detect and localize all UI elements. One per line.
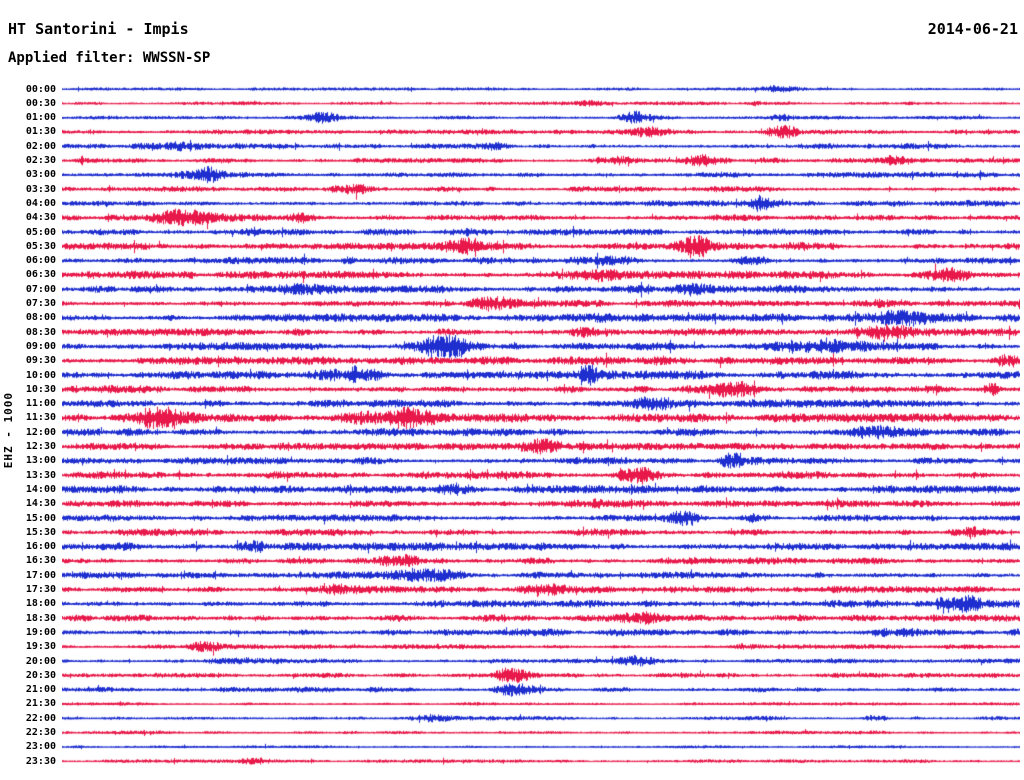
time-label: 15:00 <box>25 512 56 524</box>
time-label: 11:30 <box>25 412 56 424</box>
time-label: 20:30 <box>25 669 56 681</box>
time-label: 13:00 <box>25 455 56 467</box>
time-label: 18:30 <box>25 612 56 624</box>
time-label: 20:00 <box>25 655 56 667</box>
page-title: HT Santorini - Impis <box>8 20 189 38</box>
date-label: 2014-06-21 <box>927 20 1018 38</box>
time-label: 00:00 <box>25 83 56 95</box>
time-label: 21:00 <box>25 684 56 696</box>
time-label: 18:00 <box>25 598 56 610</box>
time-label: 14:00 <box>25 483 56 495</box>
time-label: 23:30 <box>25 755 56 767</box>
time-label: 10:00 <box>25 369 56 381</box>
seismogram-canvas <box>62 80 1020 780</box>
time-label: 22:00 <box>25 712 56 724</box>
time-label: 01:30 <box>25 126 56 138</box>
time-label: 21:30 <box>25 698 56 710</box>
time-label: 09:00 <box>25 340 56 352</box>
time-label: 19:30 <box>25 641 56 653</box>
time-label: 04:30 <box>25 212 56 224</box>
time-label: 11:00 <box>25 398 56 410</box>
time-label: 12:30 <box>25 441 56 452</box>
time-label: 03:30 <box>25 183 56 195</box>
time-label: 13:30 <box>25 469 56 481</box>
time-label: 03:00 <box>25 169 56 181</box>
time-label: 02:00 <box>25 140 56 152</box>
time-label: 22:30 <box>25 727 56 738</box>
time-label: 00:30 <box>25 97 56 109</box>
time-label: 12:00 <box>25 426 56 438</box>
time-label: 06:00 <box>25 255 56 267</box>
time-label: 09:30 <box>25 355 56 367</box>
time-label: 05:30 <box>25 240 56 252</box>
time-label: 17:00 <box>25 569 56 581</box>
time-label: 16:00 <box>25 541 56 553</box>
time-label: 08:00 <box>25 312 56 324</box>
time-label: 01:00 <box>25 112 56 124</box>
time-label: 07:30 <box>25 298 56 309</box>
time-label: 08:30 <box>25 326 56 338</box>
time-label: 14:30 <box>25 498 56 510</box>
time-label: 05:00 <box>25 226 56 238</box>
time-label: 19:00 <box>25 626 56 638</box>
filter-label: Applied filter: WWSSN-SP <box>8 50 211 66</box>
time-label: 02:30 <box>25 155 56 166</box>
time-label: 10:30 <box>25 383 56 395</box>
time-label: 07:00 <box>25 283 56 295</box>
time-label: 04:00 <box>25 197 56 209</box>
time-label: 17:30 <box>25 584 56 595</box>
time-label: 06:30 <box>25 269 56 281</box>
time-label: 15:30 <box>25 526 56 538</box>
time-label: 16:30 <box>25 555 56 567</box>
time-label: 23:00 <box>25 741 56 753</box>
